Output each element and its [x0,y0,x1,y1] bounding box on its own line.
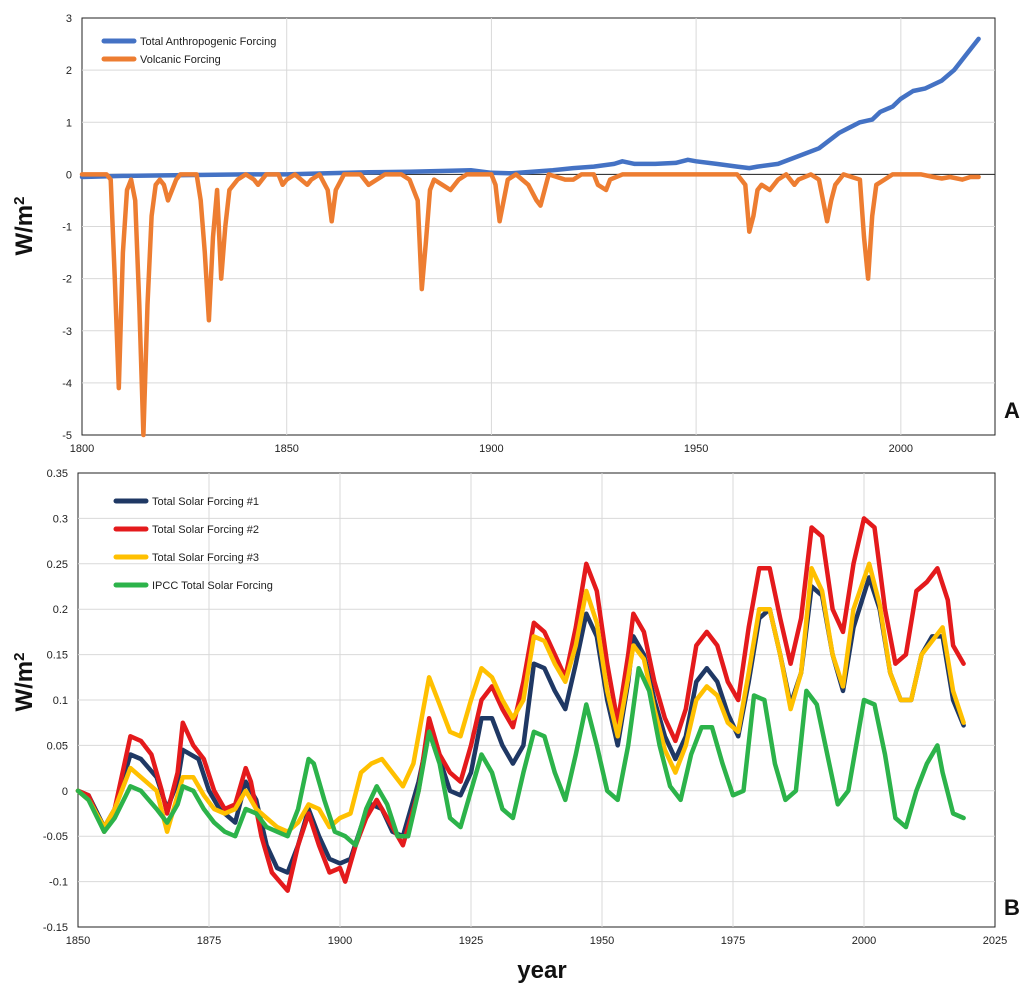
y-tick-label: -3 [62,326,72,338]
x-tick-label: 2000 [852,935,876,947]
y-tick-label: 0.05 [47,740,68,752]
x-tick-label: 2025 [983,935,1007,947]
x-tick-label: 1900 [479,443,503,455]
x-tick-label: 1950 [590,935,614,947]
legend-label-volcanic-forcing: Volcanic Forcing [140,54,221,66]
x-tick-label: 2000 [889,443,913,455]
panel-b-legend: Total Solar Forcing #1 Total Solar Forcin… [113,496,273,592]
y-tick-label: 3 [66,13,72,25]
series-line-total-solar-forcing-3 [75,561,966,834]
panel-b-solar-forcing: 1850 1875 1900 1925 1950 1975 2000 2025 -0.15 -0.… [11,468,1020,984]
y-tick-label: 0.2 [53,604,68,616]
series-line-total-solar-forcing-2 [75,516,966,893]
panel-a-letter: A [1004,398,1020,423]
x-tick-label: 1975 [721,935,745,947]
legend-label-total-anthropogenic-forcing: Total Anthropogenic Forcing [140,36,276,48]
y-tick-label: 1 [66,117,72,129]
x-tick-label: 1900 [328,935,352,947]
series-line-volcanic-forcing [79,172,981,438]
legend-label-total-solar-forcing-2: Total Solar Forcing #2 [152,524,259,536]
panel-a-volcanic-anthropogenic: 1800 1850 1900 1950 2000 -5 -4 -3 -2 -1 0 1 2 3 Total… [11,13,1021,455]
y-tick-label: 0.3 [53,513,68,525]
panel-b-tick-labels: 1850 1875 1900 1925 1950 1975 2000 2025 -0.15 -0.… [43,468,1007,947]
y-tick-label: 0.35 [47,468,68,480]
x-tick-label: 1800 [70,443,94,455]
legend-label-total-solar-forcing-3: Total Solar Forcing #3 [152,552,259,564]
y-tick-label: 0.1 [53,695,68,707]
legend-label-ipcc-total-solar-forcing: IPCC Total Solar Forcing [152,580,273,592]
y-tick-label: -2 [62,274,72,286]
x-tick-label: 1875 [197,935,221,947]
x-tick-label: 1950 [684,443,708,455]
x-tick-label: 1925 [459,935,483,947]
x-tick-label: 1850 [274,443,298,455]
y-tick-label: -0.05 [43,831,68,843]
y-tick-label: 0.25 [47,559,68,571]
panel-a-legend: Total Anthropogenic Forcing Volcanic Forc… [101,36,276,66]
x-tick-label: 1850 [66,935,90,947]
panel-b-y-axis-label: W/m2 [11,652,39,711]
panel-b-series [75,516,966,893]
y-tick-label: 0 [62,786,68,798]
series-line-total-anthropogenic-forcing [79,36,981,180]
y-tick-label: 0.15 [47,650,68,662]
y-tick-label: -4 [62,378,72,390]
y-tick-label: -0.1 [49,877,68,889]
series-line-ipcc-total-solar-forcing [75,665,966,848]
y-tick-label: -0.15 [43,922,68,934]
y-tick-label: -5 [62,430,72,442]
y-tick-label: -1 [62,222,72,234]
panel-a-tick-labels: 1800 1850 1900 1950 2000 -5 -4 -3 -2 -1 0 1 2 3 [62,13,913,455]
panel-a-series [79,36,981,438]
panel-a-y-axis-label: W/m2 [11,196,39,255]
legend-label-total-solar-forcing-1: Total Solar Forcing #1 [152,496,259,508]
panel-b-letter: B [1004,895,1020,920]
panel-b-x-axis-label: year [517,957,566,984]
y-tick-label: 0 [66,169,72,181]
y-tick-label: 2 [66,65,72,77]
